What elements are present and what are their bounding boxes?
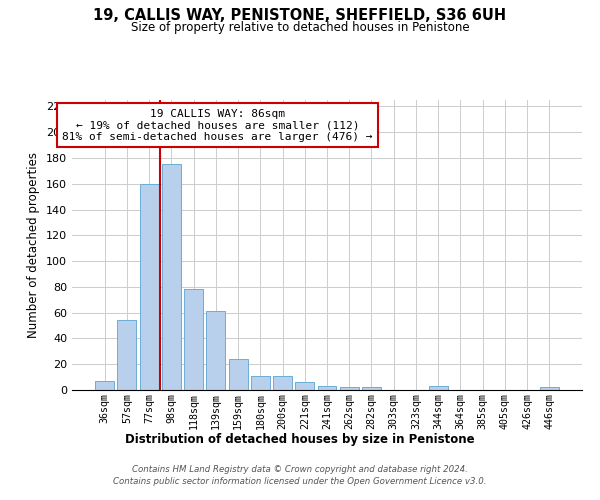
Bar bbox=[118, 320, 136, 390]
Bar bbox=[229, 359, 248, 390]
Bar bbox=[362, 388, 381, 390]
Bar bbox=[251, 376, 270, 390]
Bar bbox=[273, 376, 292, 390]
Bar bbox=[206, 312, 225, 390]
Bar bbox=[295, 382, 314, 390]
Bar bbox=[340, 388, 359, 390]
Text: Distribution of detached houses by size in Penistone: Distribution of detached houses by size … bbox=[125, 432, 475, 446]
Text: Contains public sector information licensed under the Open Government Licence v3: Contains public sector information licen… bbox=[113, 478, 487, 486]
Bar bbox=[140, 184, 158, 390]
Y-axis label: Number of detached properties: Number of detached properties bbox=[28, 152, 40, 338]
Bar bbox=[317, 386, 337, 390]
Text: Contains HM Land Registry data © Crown copyright and database right 2024.: Contains HM Land Registry data © Crown c… bbox=[132, 465, 468, 474]
Bar bbox=[429, 386, 448, 390]
Bar bbox=[162, 164, 181, 390]
Text: 19, CALLIS WAY, PENISTONE, SHEFFIELD, S36 6UH: 19, CALLIS WAY, PENISTONE, SHEFFIELD, S3… bbox=[94, 8, 506, 22]
Text: 19 CALLIS WAY: 86sqm
← 19% of detached houses are smaller (112)
81% of semi-deta: 19 CALLIS WAY: 86sqm ← 19% of detached h… bbox=[62, 108, 373, 142]
Text: Size of property relative to detached houses in Penistone: Size of property relative to detached ho… bbox=[131, 22, 469, 35]
Bar bbox=[95, 381, 114, 390]
Bar bbox=[184, 290, 203, 390]
Bar bbox=[540, 388, 559, 390]
